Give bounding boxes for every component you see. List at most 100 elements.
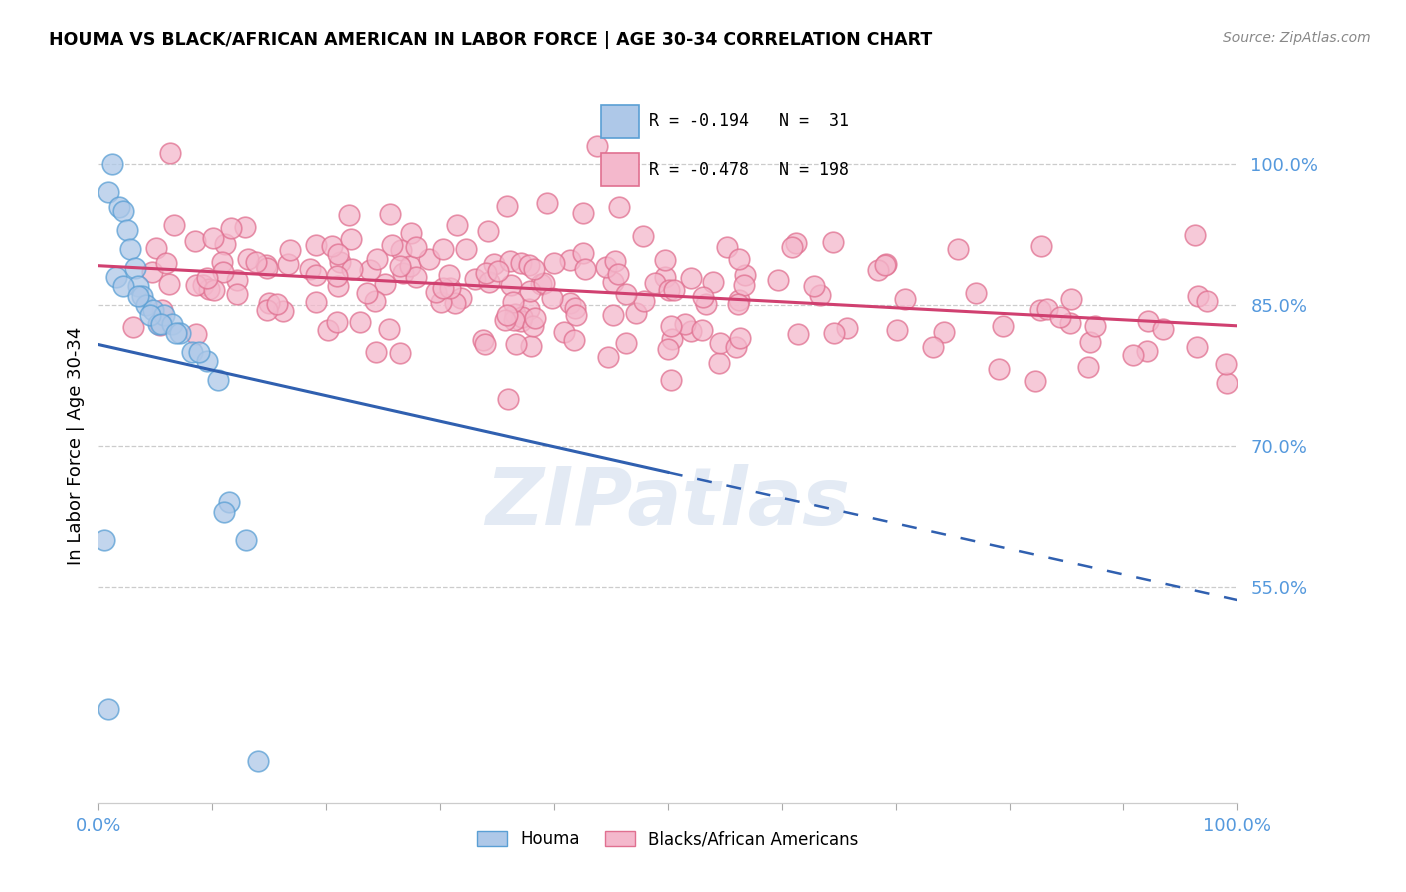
Point — [1036, 301, 1059, 316]
Point — [212, 505, 235, 519]
Point — [965, 285, 987, 300]
Point — [1215, 357, 1237, 371]
Point — [886, 323, 908, 337]
Text: ZIPatlas: ZIPatlas — [485, 464, 851, 542]
Point — [702, 275, 724, 289]
Point — [607, 200, 630, 214]
Point — [571, 246, 593, 260]
Point — [502, 295, 524, 310]
Point — [138, 308, 160, 322]
Point — [218, 495, 240, 509]
Bar — [602, 153, 638, 186]
Point — [163, 218, 186, 232]
Point — [271, 304, 294, 318]
Point — [219, 221, 242, 235]
Point — [564, 309, 586, 323]
Point — [1152, 321, 1174, 335]
Point — [709, 356, 731, 370]
Point — [922, 340, 945, 354]
Point — [614, 287, 637, 301]
Point — [454, 242, 477, 256]
Point — [122, 319, 145, 334]
Point — [987, 362, 1010, 376]
Point — [1029, 303, 1052, 318]
Point — [496, 199, 519, 213]
Point — [614, 335, 637, 350]
Point — [389, 243, 412, 257]
Point — [602, 275, 624, 289]
Point — [96, 702, 118, 716]
Point — [553, 325, 575, 339]
Point — [214, 237, 236, 252]
Point — [374, 277, 396, 292]
Point — [946, 242, 969, 256]
Point — [380, 207, 402, 221]
Point — [1084, 318, 1107, 333]
Point — [572, 206, 595, 220]
Point — [405, 240, 427, 254]
Point — [153, 308, 176, 322]
Point — [191, 277, 214, 292]
Point — [1197, 294, 1219, 309]
Point — [523, 261, 546, 276]
Point — [823, 326, 845, 340]
Point — [875, 258, 897, 272]
Y-axis label: In Labor Force | Age 30-34: In Labor Force | Age 30-34 — [66, 326, 84, 566]
Point — [690, 323, 713, 337]
Point — [595, 260, 617, 274]
Point — [724, 340, 747, 354]
Point — [135, 298, 157, 312]
Point — [661, 332, 683, 346]
Point — [835, 321, 858, 335]
Point — [340, 232, 363, 246]
Point — [326, 268, 349, 283]
Point — [499, 254, 522, 268]
Point — [499, 278, 522, 293]
Point — [586, 138, 609, 153]
Point — [1136, 344, 1159, 359]
Point — [364, 293, 387, 308]
Text: R = -0.478   N = 198: R = -0.478 N = 198 — [650, 161, 849, 178]
Bar — [602, 105, 638, 137]
Point — [695, 297, 717, 311]
Point — [868, 263, 890, 277]
Point — [631, 229, 654, 244]
Point — [519, 339, 541, 353]
Point — [399, 260, 422, 274]
Point — [184, 278, 207, 293]
Point — [505, 336, 527, 351]
Text: HOUMA VS BLACK/AFRICAN AMERICAN IN LABOR FORCE | AGE 30-34 CORRELATION CHART: HOUMA VS BLACK/AFRICAN AMERICAN IN LABOR… — [49, 31, 932, 49]
Point — [494, 313, 516, 327]
Point — [207, 373, 229, 387]
Point — [679, 271, 702, 285]
Point — [225, 273, 247, 287]
Point — [692, 290, 714, 304]
Point — [257, 296, 280, 310]
Point — [1187, 339, 1209, 353]
Point — [659, 319, 682, 334]
Point — [141, 265, 163, 279]
Point — [256, 303, 278, 318]
Point — [522, 318, 544, 333]
Point — [626, 306, 648, 320]
Legend: Houma, Blacks/African Americans: Houma, Blacks/African Americans — [471, 824, 865, 855]
Point — [541, 291, 564, 305]
Point — [432, 242, 454, 256]
Point — [339, 208, 361, 222]
Point — [894, 293, 917, 307]
Point — [195, 354, 218, 368]
Point — [305, 268, 328, 282]
Point — [495, 308, 517, 322]
Point — [681, 324, 703, 338]
Point — [510, 310, 533, 325]
Point — [509, 256, 531, 270]
Point — [602, 308, 624, 322]
Point — [1121, 348, 1143, 362]
Point — [155, 256, 177, 270]
Point — [1059, 316, 1081, 330]
Point — [226, 286, 249, 301]
Point — [378, 322, 401, 336]
Point — [115, 223, 138, 237]
Point — [184, 234, 207, 248]
Point — [157, 277, 180, 291]
